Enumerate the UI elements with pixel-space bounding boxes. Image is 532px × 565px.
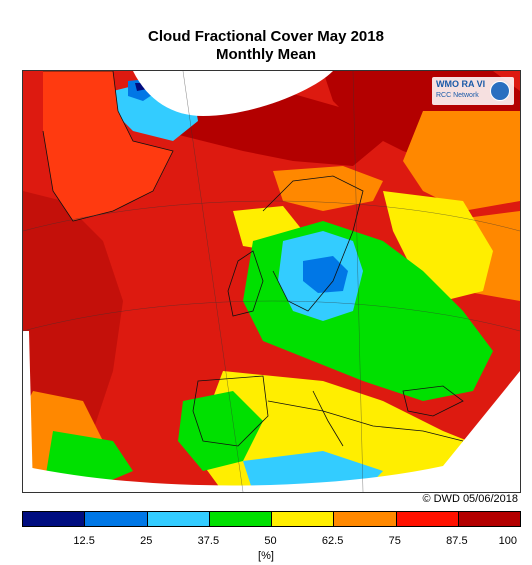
- colorbar-segment: [85, 512, 148, 526]
- map-canvas: [23, 71, 520, 492]
- greenland-coast: [43, 71, 173, 221]
- colorbar-segment: [396, 512, 459, 526]
- copyright-text: © DWD 05/06/2018: [422, 493, 518, 505]
- colorbar-ticks: 12.5 25 37.5 50 62.5 75 87.5 100: [22, 535, 519, 549]
- colorbar-tick-label: 50: [264, 535, 277, 547]
- colorbar-tick-label: 100: [498, 535, 517, 547]
- colorbar-tick-label: 37.5: [197, 535, 220, 547]
- coastline-iberia: [192, 375, 269, 447]
- cloud-cover-map: WMO RA VI RCC Network: [22, 70, 521, 493]
- colorbar-segment: [272, 512, 335, 526]
- colorbar-segment: [209, 512, 272, 526]
- coastlines: [42, 71, 464, 447]
- colorbar-tick-label: 25: [140, 535, 153, 547]
- coastline-mediterranean: [267, 400, 464, 442]
- no-data-arctic-arc: [133, 71, 333, 116]
- coastline-scandinavia: [262, 175, 364, 312]
- colorbar-segment: [23, 512, 86, 526]
- colorbar-tick-label: 75: [388, 535, 401, 547]
- colorbar-segment: [458, 512, 520, 526]
- coastline-greenland: [42, 71, 174, 222]
- graticule-line: [182, 71, 244, 492]
- colorbar-tick-label: 87.5: [446, 535, 468, 547]
- graticule-line: [23, 200, 520, 232]
- coastline-black-sea: [402, 385, 464, 417]
- no-data-south-arc: [23, 371, 520, 492]
- colorbar-tick-label: 12.5: [73, 535, 95, 547]
- map-title: Cloud Fractional Cover May 2018: [148, 28, 384, 45]
- coastline-british-isles: [227, 250, 264, 317]
- no-data-left-edge: [23, 331, 33, 492]
- colorbar-unit: [%]: [258, 550, 274, 562]
- globe-icon: [490, 81, 510, 101]
- wmo-logo: WMO RA VI RCC Network: [432, 77, 514, 105]
- logo-line1: WMO RA VI: [436, 79, 486, 89]
- colorbar-segment: [334, 512, 397, 526]
- graticule: [23, 71, 520, 492]
- orange-arctic-band: [403, 111, 520, 211]
- coastline-italy: [312, 390, 344, 447]
- colorbar: [22, 511, 521, 527]
- green-iberia: [178, 391, 263, 471]
- graticule-line: [23, 300, 520, 332]
- colorbar-tick-label: 62.5: [321, 535, 344, 547]
- map-subtitle: Monthly Mean: [216, 46, 316, 63]
- blue-baltic: [303, 256, 348, 293]
- logo-line2: RCC Network: [436, 92, 479, 99]
- colorbar-segment: [147, 512, 210, 526]
- graticule-line: [352, 71, 364, 492]
